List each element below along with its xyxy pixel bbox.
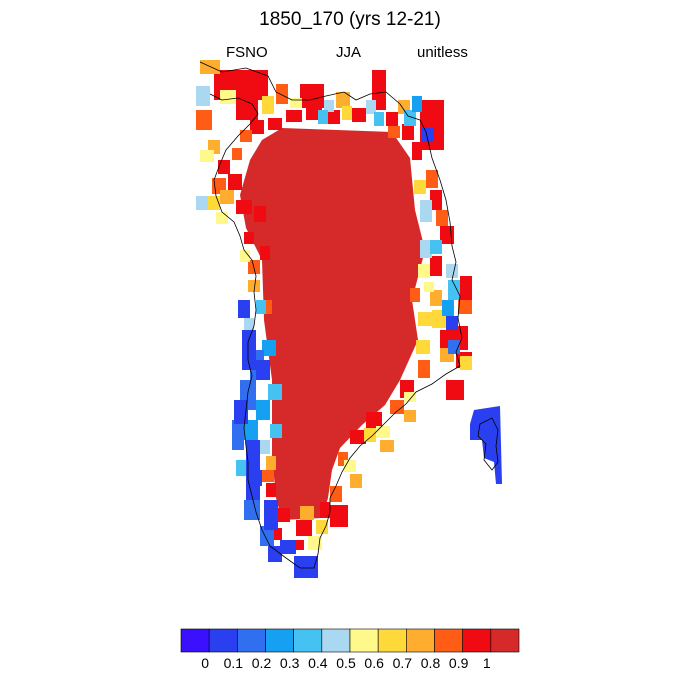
colorbar-tick-label: 1 [482, 655, 491, 671]
colorbar-tick-label: 0.1 [223, 655, 244, 671]
colorbar-tick-label: 0.3 [279, 655, 300, 671]
colorbar-box [180, 628, 210, 653]
colorbar-box [406, 628, 435, 653]
margin-darkblue-cells [234, 128, 458, 578]
colorbar-tick-label: 0.6 [364, 655, 384, 671]
colorbar-tick-label: 0.8 [420, 655, 441, 671]
colorbar-tick-label: 0.4 [308, 655, 328, 671]
colorbar-tick-label: 0.2 [251, 655, 272, 671]
colorbar-box [462, 628, 492, 653]
colorbar-tick-label: 0.7 [392, 655, 413, 671]
colorbar-box [349, 628, 379, 653]
season-label: JJA [336, 44, 362, 61]
margin-paleyellow-cells [200, 90, 434, 550]
coastline [199, 61, 463, 569]
colorbar-box [237, 628, 266, 653]
units-label: unitless [417, 44, 468, 61]
colorbar-box [265, 628, 294, 653]
colorbar-box [490, 628, 520, 653]
variable-label: FSNO [226, 44, 268, 61]
map-title: 1850_170 (yrs 12-21) [259, 9, 441, 30]
colorbar-box [208, 628, 238, 653]
colorbar-box [321, 628, 351, 653]
margin-midblue-cells [244, 96, 454, 440]
colorbar-box [377, 628, 407, 653]
colorbar-tick-label: 0.5 [336, 655, 356, 671]
colorbar-box [434, 628, 463, 653]
colorbar-tick-label: 0.9 [448, 655, 469, 671]
east-island-coastline [477, 417, 499, 471]
margin-orange-cells [200, 60, 454, 520]
margin-gold-cells [208, 96, 472, 534]
colorbar-boxes [180, 628, 520, 653]
colorbar-box [293, 628, 323, 653]
colorbar-tick-label: 0 [201, 655, 210, 671]
interior-region [240, 128, 425, 520]
